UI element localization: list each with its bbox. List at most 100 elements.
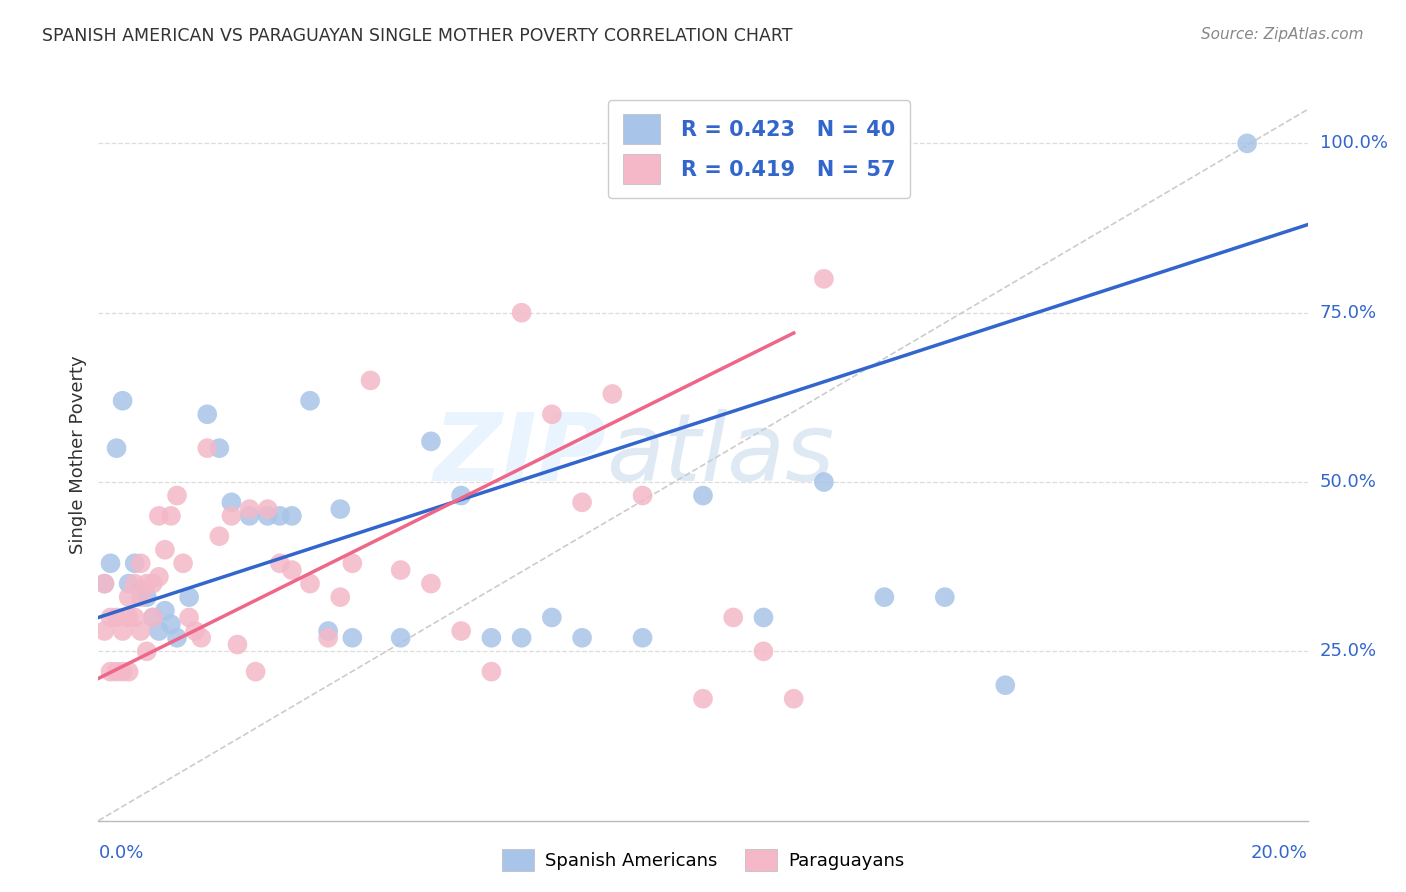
Point [124, 556, 146, 570]
Text: SPANISH AMERICAN VS PARAGUAYAN SINGLE MOTHER POVERTY CORRELATION CHART: SPANISH AMERICAN VS PARAGUAYAN SINGLE MO… [42, 27, 793, 45]
Point [299, 576, 322, 591]
Y-axis label: Single Mother Poverty: Single Mother Poverty [69, 356, 87, 554]
Point [540, 407, 562, 421]
Point [148, 508, 170, 523]
Point [166, 631, 188, 645]
Point [135, 590, 157, 604]
Point [419, 576, 441, 591]
Point [142, 610, 165, 624]
Point [129, 556, 152, 570]
Point [129, 624, 152, 638]
Point [540, 610, 562, 624]
Point [221, 508, 243, 523]
Point [111, 665, 134, 679]
Point [239, 502, 262, 516]
Point [160, 508, 183, 523]
Point [118, 665, 141, 679]
Point [571, 495, 593, 509]
Point [342, 556, 364, 570]
Point [782, 691, 804, 706]
Point [153, 542, 176, 557]
Point [360, 373, 382, 387]
Text: 100.0%: 100.0% [1320, 135, 1388, 153]
Point [105, 441, 128, 455]
Point [316, 624, 339, 638]
Point [105, 610, 128, 624]
Point [118, 576, 141, 591]
Point [329, 502, 352, 516]
Text: ZIP: ZIP [433, 409, 606, 501]
Point [100, 665, 122, 679]
Point [135, 644, 157, 658]
Point [172, 556, 194, 570]
Point [281, 563, 304, 577]
Point [389, 631, 412, 645]
Point [129, 583, 152, 598]
Text: 50.0%: 50.0% [1320, 473, 1376, 491]
Point [692, 489, 714, 503]
Point [510, 631, 533, 645]
Point [631, 489, 654, 503]
Point [481, 631, 503, 645]
Point [752, 644, 775, 658]
Point [190, 631, 212, 645]
Point [160, 617, 183, 632]
Point [166, 489, 188, 503]
Point [135, 576, 157, 591]
Point [602, 387, 624, 401]
Point [93, 576, 115, 591]
Point [721, 610, 744, 624]
Point [142, 576, 165, 591]
Point [389, 563, 412, 577]
Point [269, 556, 291, 570]
Point [450, 624, 472, 638]
Point [177, 590, 201, 604]
Point [752, 610, 775, 624]
Point [873, 590, 896, 604]
Point [419, 434, 441, 449]
Point [142, 610, 165, 624]
Point [111, 393, 134, 408]
Point [481, 665, 503, 679]
Point [153, 604, 176, 618]
Point [100, 610, 122, 624]
Text: 0.0%: 0.0% [98, 845, 143, 863]
Point [148, 624, 170, 638]
Point [692, 691, 714, 706]
Point [184, 624, 207, 638]
Legend: Spanish Americans, Paraguayans: Spanish Americans, Paraguayans [495, 842, 911, 879]
Point [256, 508, 278, 523]
Point [195, 441, 218, 455]
Point [177, 610, 201, 624]
Point [239, 508, 262, 523]
Point [281, 508, 304, 523]
Point [105, 665, 128, 679]
Point [118, 590, 141, 604]
Point [342, 631, 364, 645]
Point [571, 631, 593, 645]
Text: 75.0%: 75.0% [1320, 303, 1376, 322]
Point [129, 590, 152, 604]
Text: 25.0%: 25.0% [1320, 642, 1376, 660]
Point [450, 489, 472, 503]
Point [221, 495, 243, 509]
Point [245, 665, 267, 679]
Point [118, 610, 141, 624]
Point [994, 678, 1017, 692]
Point [510, 306, 533, 320]
Point [934, 590, 956, 604]
Point [631, 631, 654, 645]
Legend: R = 0.423   N = 40, R = 0.419   N = 57: R = 0.423 N = 40, R = 0.419 N = 57 [609, 100, 910, 198]
Point [208, 441, 231, 455]
Point [813, 272, 835, 286]
Point [299, 393, 322, 408]
Point [269, 508, 291, 523]
Point [208, 529, 231, 543]
Point [93, 624, 115, 638]
Point [316, 631, 339, 645]
Point [111, 624, 134, 638]
Point [1236, 136, 1258, 151]
Text: atlas: atlas [606, 409, 835, 500]
Point [124, 610, 146, 624]
Point [256, 502, 278, 516]
